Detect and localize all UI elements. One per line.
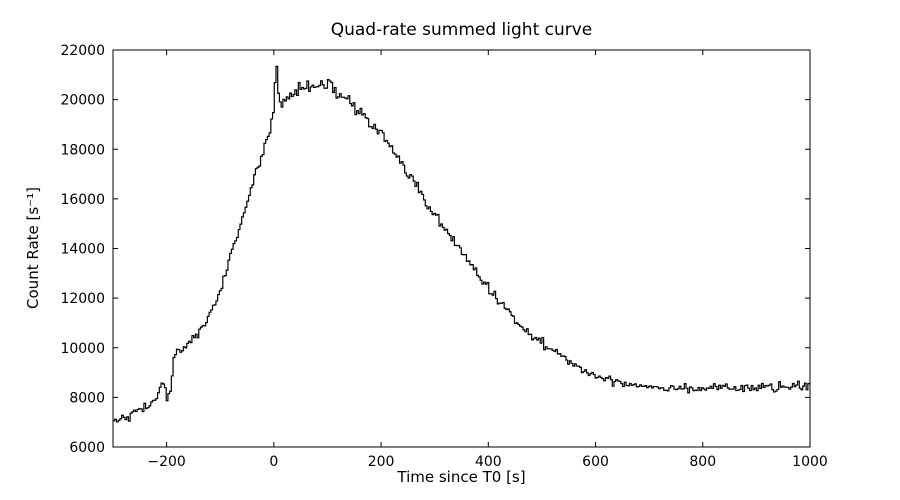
y-tick-label: 12000 [60, 291, 105, 307]
y-tick-label: 20000 [60, 93, 105, 109]
y-tick-label: 22000 [60, 43, 105, 59]
x-axis-label: Time since T0 [s] [397, 468, 526, 486]
x-tick-label: −200 [147, 454, 185, 470]
x-tick-label: 200 [368, 454, 395, 470]
y-tick-label: 14000 [60, 242, 105, 258]
y-tick-label: 6000 [69, 440, 105, 456]
y-tick-label: 8000 [69, 390, 105, 406]
y-tick-label: 10000 [60, 341, 105, 357]
y-tick-label: 18000 [60, 142, 105, 158]
x-tick-label: 1000 [792, 454, 828, 470]
y-tick-label: 16000 [60, 192, 105, 208]
light-curve-line [113, 65, 810, 423]
x-tick-label: 0 [269, 454, 278, 470]
x-tick-label: 800 [689, 454, 716, 470]
x-tick-label: 400 [475, 454, 502, 470]
chart-title: Quad-rate summed light curve [330, 20, 593, 40]
x-tick-label: 600 [582, 454, 609, 470]
